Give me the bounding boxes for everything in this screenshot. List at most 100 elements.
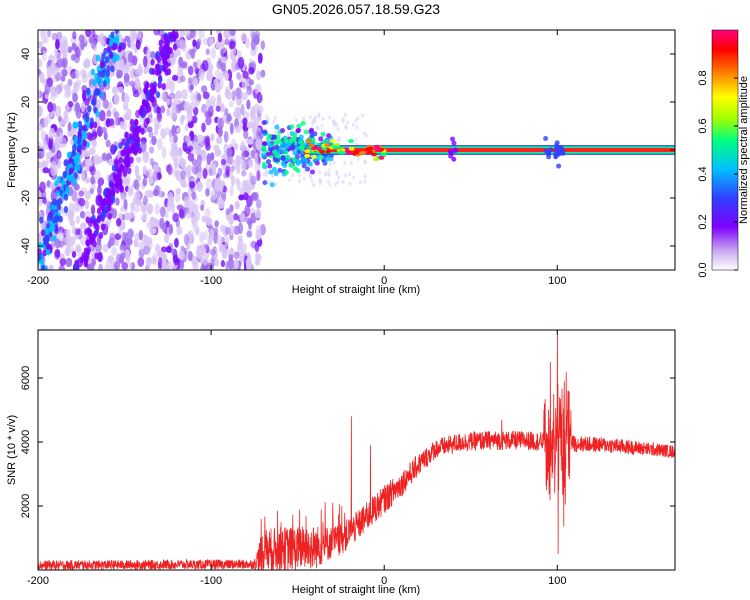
heatmap-noise-cell <box>171 124 176 137</box>
heatmap-streak-cell <box>89 117 95 125</box>
heatmap-noise-cell <box>75 79 82 86</box>
heatmap-noise-cell <box>65 103 70 112</box>
heatmap-noise-cell <box>196 144 202 155</box>
heatmap-noise-cell <box>205 48 210 55</box>
heatmap-y-tick-label: 0 <box>20 147 32 153</box>
heatmap-y-tick-label: -20 <box>20 190 32 206</box>
heatmap-onset-cell <box>324 156 330 162</box>
heatmap-streak-cell <box>89 237 94 245</box>
heatmap-signal-blob <box>543 136 549 142</box>
heatmap-noise-cell <box>59 42 66 54</box>
heatmap-noise-cell <box>188 81 194 93</box>
heatmap-onset-cell <box>291 135 297 141</box>
heatmap-noise-cell <box>121 231 127 244</box>
heatmap-noise-cell <box>156 138 163 151</box>
heatmap-streak-cell <box>151 67 156 75</box>
heatmap-noise-cell <box>129 80 136 87</box>
heatmap-streak-cell <box>99 61 105 69</box>
heatmap-noise-cell <box>50 60 56 70</box>
heatmap-noise-cell <box>255 251 260 259</box>
heatmap-faint-cell <box>302 176 306 181</box>
heatmap-noise-cell <box>98 109 106 122</box>
heatmap-streak-cell <box>58 215 63 223</box>
heatmap-noise-cell <box>166 107 171 117</box>
heatmap-faint-cell <box>341 179 345 184</box>
heatmap-noise-cell <box>124 35 131 42</box>
heatmap-noise-cell <box>175 90 182 100</box>
heatmap-faint-cell <box>354 118 358 123</box>
heatmap-noise-cell <box>190 101 196 110</box>
heatmap-noise-cell <box>260 40 266 50</box>
heatmap-noise-cell <box>176 127 181 134</box>
heatmap-noise-cell <box>135 174 142 182</box>
heatmap-noise-cell <box>225 90 233 101</box>
heatmap-noise-cell <box>133 179 140 191</box>
heatmap-signal-cell <box>371 152 378 157</box>
heatmap-noise-cell <box>61 68 68 77</box>
heatmap-streak-cell <box>164 68 169 76</box>
heatmap-noise-cell <box>172 212 179 223</box>
heatmap-faint-cell <box>308 115 312 120</box>
heatmap-noise-cell <box>225 227 231 235</box>
heatmap-noise-cell <box>202 91 210 100</box>
heatmap-noise-cell <box>176 148 183 158</box>
heatmap-noise-cell <box>227 213 235 225</box>
heatmap-noise-cell <box>122 102 129 111</box>
heatmap-noise-cell <box>57 115 62 122</box>
heatmap-noise-cell <box>60 75 66 82</box>
heatmap-noise-cell <box>135 199 142 207</box>
heatmap-noise-cell <box>144 190 151 197</box>
heatmap-onset-cell <box>271 166 277 172</box>
heatmap-noise-cell <box>44 83 51 95</box>
heatmap-streak-cell <box>139 104 145 112</box>
heatmap-noise-cell <box>175 192 180 203</box>
heatmap-noise-cell <box>38 123 44 132</box>
heatmap-faint-cell <box>272 119 276 124</box>
heatmap-noise-cell <box>233 111 238 118</box>
heatmap-faint-cell <box>364 133 368 138</box>
heatmap-streak-cell <box>95 223 100 231</box>
heatmap-noise-cell <box>93 170 101 180</box>
heatmap-noise-cell <box>257 105 264 114</box>
heatmap-signal-blob <box>448 153 454 159</box>
heatmap-faint-cell <box>291 173 295 178</box>
heatmap-noise-cell <box>246 138 254 145</box>
heatmap-onset-cell <box>328 156 334 162</box>
heatmap-noise-cell <box>200 85 208 94</box>
heatmap-noise-cell <box>256 70 261 81</box>
heatmap-noise-cell <box>38 105 43 117</box>
heatmap-streak-cell <box>46 248 51 256</box>
heatmap-noise-cell <box>132 90 140 98</box>
heatmap-faint-cell <box>318 181 322 186</box>
heatmap-noise-cell <box>58 265 66 270</box>
heatmap-faint-cell <box>310 179 314 184</box>
heatmap-noise-cell <box>241 151 246 161</box>
heatmap-noise-cell <box>161 222 167 233</box>
heatmap-noise-cell <box>145 48 152 58</box>
heatmap-streak-cell <box>137 146 143 154</box>
heatmap-signal-blob <box>451 156 457 162</box>
heatmap-onset-cell <box>284 141 290 147</box>
heatmap-noise-cell <box>142 177 148 187</box>
heatmap-noise-cell <box>187 145 194 152</box>
heatmap-noise-cell <box>250 47 257 57</box>
heatmap-noise-cell <box>205 142 211 151</box>
heatmap-onset-cell <box>319 154 325 160</box>
heatmap-noise-cell <box>185 135 191 143</box>
heatmap-onset-cell <box>290 144 296 150</box>
heatmap-signal-cell <box>319 149 326 154</box>
heatmap-noise-cell <box>91 257 96 267</box>
heatmap-onset-cell <box>292 150 298 156</box>
heatmap-onset-cell <box>261 120 267 126</box>
heatmap-faint-cell <box>327 168 331 173</box>
heatmap-onset-cell <box>279 143 285 149</box>
heatmap-streak-cell <box>81 252 86 260</box>
heatmap-faint-cell <box>331 119 335 124</box>
heatmap-noise-cell <box>168 223 174 235</box>
heatmap-noise-cell <box>223 130 229 143</box>
heatmap-onset-cell <box>298 134 304 140</box>
heatmap-noise-cell <box>255 229 262 241</box>
heatmap-signal-blob <box>451 140 457 146</box>
heatmap-signal-cell <box>348 146 355 151</box>
heatmap-noise-cell <box>54 249 61 258</box>
